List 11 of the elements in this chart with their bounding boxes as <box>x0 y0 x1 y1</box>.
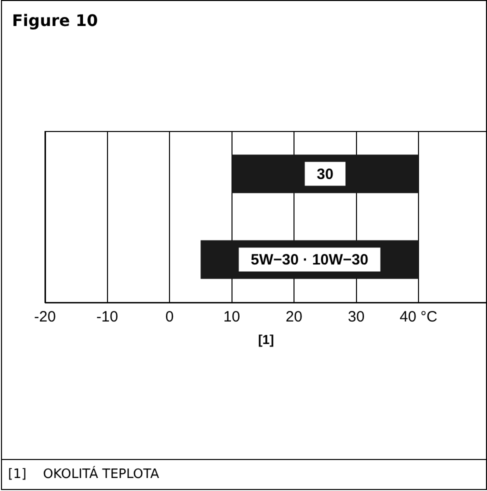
x-tick-label: 30 <box>348 308 365 326</box>
x-tick-label: 20 <box>286 308 302 326</box>
x-tick-label: 10 <box>223 308 240 326</box>
x-tick-label: -10 <box>96 308 118 326</box>
x-tick-label: -20 <box>34 308 56 326</box>
x-axis-title: [1] <box>258 332 274 347</box>
y-tick-label: 5W−30 · 10W−30 <box>250 252 368 269</box>
text: [1] OKOLITÁ TEPLOTA <box>2 459 486 489</box>
x-tick-label: 0 <box>165 308 174 326</box>
chart-title: Figure 10 <box>12 11 98 30</box>
x-tick-label: 40 °C <box>400 308 438 326</box>
